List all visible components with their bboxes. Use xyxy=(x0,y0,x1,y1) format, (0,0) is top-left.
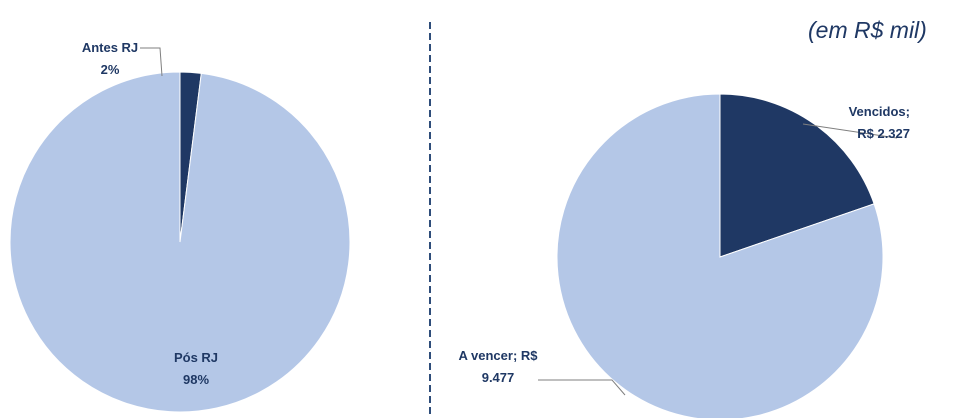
unit-note: (em R$ mil) xyxy=(808,17,927,43)
pie-1-slice-2-label: Pós RJ xyxy=(174,350,218,365)
pie-chart-1: Antes RJ 2% Pós RJ 98% xyxy=(9,40,351,413)
pie-2-slice-1-label: Vencidos; xyxy=(849,104,910,119)
pie-2-slice-2 xyxy=(556,93,884,418)
pie-1-slice-2 xyxy=(9,71,351,413)
pie-2-slice-1 xyxy=(719,93,875,258)
pie-1-slice-1-label: Antes RJ xyxy=(82,40,138,55)
pie-2-slice-2-label: A vencer; R$ xyxy=(459,348,539,363)
pie-1-slice-2-label: 98% xyxy=(183,372,209,387)
pie-2-slice-2-label: 9.477 xyxy=(482,370,515,385)
pie-1-slice-1-leader-line xyxy=(140,47,163,77)
pie-chart-2: Vencidos; R$ 2.327 A vencer; R$ 9.477 xyxy=(459,93,910,418)
pie-1-slice-1-label: 2% xyxy=(101,62,120,77)
pie-2-slice-2-leader-line xyxy=(538,379,626,396)
pie-2-slice-1-leader-line xyxy=(802,123,898,139)
pie-2-slice-1-label: R$ 2.327 xyxy=(857,126,910,141)
